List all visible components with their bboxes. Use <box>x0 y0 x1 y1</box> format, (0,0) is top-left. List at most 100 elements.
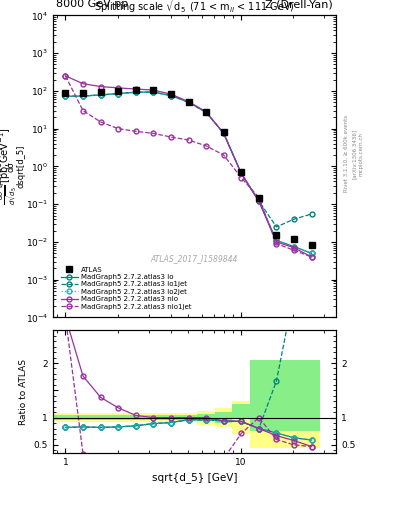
MadGraph5 2.7.2.atlas3 nlo1jet <box>257 195 261 201</box>
Text: [pb,GeV⁻¹]: [pb,GeV⁻¹] <box>0 146 4 187</box>
Title: Splitting scale $\sqrt{\mathrm{d}_5}$ (71 < m$_{ll}$ < 111 GeV): Splitting scale $\sqrt{\mathrm{d}_5}$ (7… <box>94 0 295 15</box>
MadGraph5 2.7.2.atlas3 nlo1jet <box>169 134 173 140</box>
Line: ATLAS: ATLAS <box>62 87 314 247</box>
ATLAS <box>81 90 85 96</box>
MadGraph5 2.7.2.atlas3 lo <box>274 237 279 243</box>
Text: dσ
dsqrt[d_5]: dσ dsqrt[d_5] <box>7 145 26 188</box>
MadGraph5 2.7.2.atlas3 nlo <box>81 80 85 87</box>
MadGraph5 2.7.2.atlas3 lo <box>81 93 85 99</box>
MadGraph5 2.7.2.atlas3 nlo <box>116 85 121 91</box>
MadGraph5 2.7.2.atlas3 nlo1jet <box>186 137 191 143</box>
ATLAS <box>257 195 261 201</box>
MadGraph5 2.7.2.atlas3 lo <box>63 93 68 99</box>
Y-axis label: $\frac{d\sigma}{d\sqrt{d_5}}$ [pb,GeV$^{-1}$]: $\frac{d\sigma}{d\sqrt{d_5}}$ [pb,GeV$^{… <box>0 127 20 205</box>
ATLAS <box>221 129 226 135</box>
MadGraph5 2.7.2.atlas3 lo2jet <box>81 93 85 99</box>
Line: MadGraph5 2.7.2.atlas3 lo: MadGraph5 2.7.2.atlas3 lo <box>63 90 314 255</box>
MadGraph5 2.7.2.atlas3 lo2jet <box>169 93 173 99</box>
MadGraph5 2.7.2.atlas3 lo <box>309 250 314 257</box>
MadGraph5 2.7.2.atlas3 lo2jet <box>116 91 121 97</box>
MadGraph5 2.7.2.atlas3 nlo <box>274 239 279 245</box>
ATLAS <box>133 87 138 93</box>
Text: 8000 GeV pp: 8000 GeV pp <box>56 0 128 9</box>
MadGraph5 2.7.2.atlas3 lo <box>204 109 208 115</box>
MadGraph5 2.7.2.atlas3 nlo <box>257 198 261 204</box>
MadGraph5 2.7.2.atlas3 nlo1jet <box>81 108 85 114</box>
Line: MadGraph5 2.7.2.atlas3 lo2jet: MadGraph5 2.7.2.atlas3 lo2jet <box>63 90 314 255</box>
MadGraph5 2.7.2.atlas3 lo <box>292 244 296 250</box>
Text: ATLAS_2017_I1589844: ATLAS_2017_I1589844 <box>151 254 238 263</box>
MadGraph5 2.7.2.atlas3 lo1jet <box>63 93 68 99</box>
ATLAS <box>239 169 244 175</box>
Line: MadGraph5 2.7.2.atlas3 lo1jet: MadGraph5 2.7.2.atlas3 lo1jet <box>63 90 314 229</box>
MadGraph5 2.7.2.atlas3 nlo <box>169 91 173 97</box>
MadGraph5 2.7.2.atlas3 lo1jet <box>292 216 296 222</box>
MadGraph5 2.7.2.atlas3 nlo1jet <box>98 119 103 125</box>
MadGraph5 2.7.2.atlas3 nlo <box>133 86 138 92</box>
ATLAS <box>169 91 173 97</box>
MadGraph5 2.7.2.atlas3 lo1jet <box>133 89 138 95</box>
MadGraph5 2.7.2.atlas3 lo2jet <box>204 109 208 115</box>
MadGraph5 2.7.2.atlas3 lo1jet <box>81 93 85 99</box>
ATLAS <box>204 109 208 115</box>
ATLAS <box>292 236 296 242</box>
Line: MadGraph5 2.7.2.atlas3 nlo: MadGraph5 2.7.2.atlas3 nlo <box>63 73 314 260</box>
MadGraph5 2.7.2.atlas3 lo <box>186 99 191 105</box>
MadGraph5 2.7.2.atlas3 nlo <box>292 245 296 251</box>
X-axis label: sqrt{d_5} [GeV]: sqrt{d_5} [GeV] <box>152 473 237 483</box>
ATLAS <box>151 87 156 93</box>
MadGraph5 2.7.2.atlas3 lo <box>257 198 261 204</box>
MadGraph5 2.7.2.atlas3 lo1jet <box>309 211 314 217</box>
MadGraph5 2.7.2.atlas3 lo <box>221 130 226 136</box>
MadGraph5 2.7.2.atlas3 nlo1jet <box>292 247 296 253</box>
MadGraph5 2.7.2.atlas3 nlo1jet <box>116 125 121 132</box>
MadGraph5 2.7.2.atlas3 nlo1jet <box>133 128 138 134</box>
MadGraph5 2.7.2.atlas3 lo <box>98 92 103 98</box>
MadGraph5 2.7.2.atlas3 lo <box>133 89 138 95</box>
MadGraph5 2.7.2.atlas3 lo2jet <box>133 89 138 95</box>
MadGraph5 2.7.2.atlas3 lo1jet <box>221 130 226 136</box>
MadGraph5 2.7.2.atlas3 lo1jet <box>169 93 173 99</box>
MadGraph5 2.7.2.atlas3 nlo <box>186 98 191 104</box>
MadGraph5 2.7.2.atlas3 nlo1jet <box>239 175 244 181</box>
Text: mcplots.cern.ch: mcplots.cern.ch <box>358 132 364 176</box>
MadGraph5 2.7.2.atlas3 lo1jet <box>98 92 103 98</box>
MadGraph5 2.7.2.atlas3 lo2jet <box>239 170 244 177</box>
MadGraph5 2.7.2.atlas3 nlo <box>63 73 68 79</box>
MadGraph5 2.7.2.atlas3 nlo <box>204 109 208 115</box>
MadGraph5 2.7.2.atlas3 lo <box>169 93 173 99</box>
MadGraph5 2.7.2.atlas3 nlo <box>221 130 226 136</box>
MadGraph5 2.7.2.atlas3 lo1jet <box>257 198 261 204</box>
MadGraph5 2.7.2.atlas3 nlo1jet <box>204 143 208 149</box>
ATLAS <box>116 88 121 94</box>
MadGraph5 2.7.2.atlas3 nlo <box>239 170 244 177</box>
ATLAS <box>274 232 279 239</box>
MadGraph5 2.7.2.atlas3 lo2jet <box>98 92 103 98</box>
MadGraph5 2.7.2.atlas3 lo2jet <box>151 89 156 95</box>
MadGraph5 2.7.2.atlas3 lo <box>116 91 121 97</box>
MadGraph5 2.7.2.atlas3 lo2jet <box>221 130 226 136</box>
MadGraph5 2.7.2.atlas3 nlo1jet <box>151 130 156 136</box>
ATLAS <box>98 89 103 95</box>
MadGraph5 2.7.2.atlas3 lo2jet <box>186 99 191 105</box>
MadGraph5 2.7.2.atlas3 lo2jet <box>257 198 261 204</box>
MadGraph5 2.7.2.atlas3 nlo1jet <box>63 73 68 79</box>
MadGraph5 2.7.2.atlas3 nlo1jet <box>274 241 279 247</box>
ATLAS <box>309 242 314 248</box>
MadGraph5 2.7.2.atlas3 lo2jet <box>63 93 68 99</box>
ATLAS <box>63 90 68 96</box>
Text: Z (Drell-Yan): Z (Drell-Yan) <box>265 0 333 9</box>
Text: Rivet 3.1.10, ≥ 600k events: Rivet 3.1.10, ≥ 600k events <box>344 115 349 192</box>
Text: [arXiv:1306.3436]: [arXiv:1306.3436] <box>352 129 357 179</box>
MadGraph5 2.7.2.atlas3 lo1jet <box>151 89 156 95</box>
MadGraph5 2.7.2.atlas3 nlo <box>98 83 103 90</box>
MadGraph5 2.7.2.atlas3 lo <box>151 89 156 95</box>
MadGraph5 2.7.2.atlas3 nlo <box>151 87 156 93</box>
MadGraph5 2.7.2.atlas3 nlo <box>309 254 314 260</box>
MadGraph5 2.7.2.atlas3 lo1jet <box>204 109 208 115</box>
MadGraph5 2.7.2.atlas3 lo1jet <box>239 170 244 177</box>
MadGraph5 2.7.2.atlas3 lo2jet <box>309 250 314 257</box>
MadGraph5 2.7.2.atlas3 lo1jet <box>186 99 191 105</box>
MadGraph5 2.7.2.atlas3 nlo1jet <box>221 152 226 158</box>
Legend: ATLAS, MadGraph5 2.7.2.atlas3 lo, MadGraph5 2.7.2.atlas3 lo1jet, MadGraph5 2.7.2: ATLAS, MadGraph5 2.7.2.atlas3 lo, MadGra… <box>59 265 193 311</box>
